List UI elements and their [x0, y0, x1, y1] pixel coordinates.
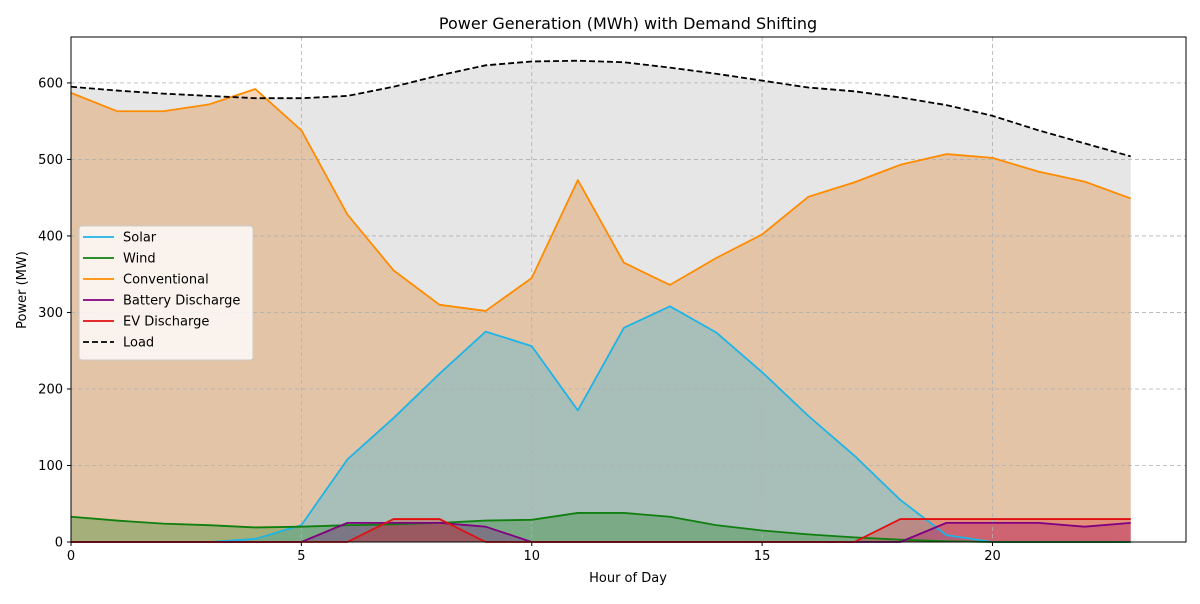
area-fill-ev-discharge [71, 519, 1131, 542]
legend-label: Wind [123, 252, 156, 267]
x-tick-label: 0 [67, 549, 75, 564]
legend-label: EV Discharge [123, 315, 209, 330]
legend-label: Battery Discharge [123, 294, 240, 309]
area-fill-solar [71, 306, 1131, 542]
series-line-load [70, 59, 1131, 158]
legend: Solar Wind Conventional Battery Discharge EV… [78, 225, 254, 361]
y-tick-label: 500 [38, 153, 63, 168]
y-tick-label: 600 [38, 76, 63, 91]
legend-label: Load [123, 336, 154, 351]
y-tick-label: 400 [38, 229, 63, 244]
y-tick-label: 100 [38, 459, 63, 474]
x-tick-label: 5 [297, 549, 305, 564]
series-line-wind [70, 512, 1131, 543]
plot-frame [70, 36, 1187, 543]
legend-label: Conventional [123, 273, 209, 288]
y-tick-label: 0 [55, 536, 63, 551]
x-tick-label: 10 [523, 549, 540, 564]
series-line-conventional [70, 88, 1132, 312]
y-axis-label: Power (MW) [15, 251, 30, 329]
legend-box [78, 225, 254, 361]
area-fill-load [71, 60, 1131, 542]
axes [67, 36, 1187, 546]
x-tick-label: 20 [984, 549, 1001, 564]
area-fill-conventional [71, 89, 1131, 542]
x-axis-label: Hour of Day [589, 571, 667, 586]
area-fill-wind [71, 512, 1131, 542]
y-tick-label: 300 [38, 306, 63, 321]
y-tick-label: 200 [38, 382, 63, 397]
series-line-solar [71, 305, 1131, 543]
chart-title: Power Generation (MWh) with Demand Shift… [439, 14, 817, 33]
legend-label: Solar [123, 231, 157, 246]
x-tick-label: 15 [754, 549, 771, 564]
